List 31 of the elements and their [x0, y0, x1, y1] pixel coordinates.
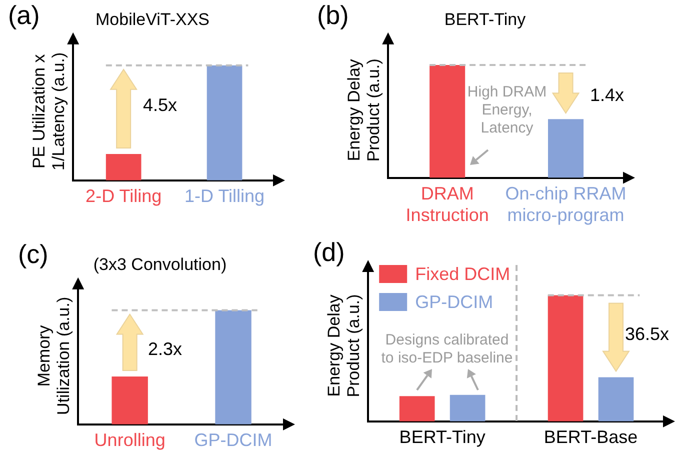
y-axis-title: Energy Delay Product (a.u.) [324, 294, 364, 398]
annotation: High DRAM Energy, Latency [467, 84, 547, 137]
annotation: Designs calibrated to iso-EDP baseline [381, 332, 513, 367]
bar [548, 295, 584, 422]
legend-label: GP-DCIM [415, 292, 494, 312]
text: (c) [18, 239, 48, 270]
x-tick-label: Unrolling [94, 430, 166, 450]
bar [399, 396, 435, 422]
x-tick-label: On-chip RRAM micro-program [505, 184, 626, 226]
x-tick-label: BERT-Base [544, 427, 638, 448]
bar [450, 394, 486, 422]
x-tick-label: BERT-Tiny [399, 427, 486, 448]
legend-label: Fixed DCIM [415, 264, 510, 284]
chart-title: MobileViT-XXS [95, 10, 210, 29]
annotation: 4.5x [143, 94, 178, 115]
x-tick-label: 2-D Tiling [86, 186, 162, 206]
bar [598, 377, 634, 422]
y-axis-title: Energy Delay Product (a.u.) [344, 58, 384, 162]
annotation: 1.4x [590, 84, 624, 105]
chart-title: BERT-Tiny [444, 10, 526, 29]
x-tick-label: 1-D Tilling [184, 186, 265, 206]
annotation: 36.5x [625, 324, 670, 344]
text: (b) [317, 0, 349, 30]
x-tick-label: DRAM Instruction [406, 184, 489, 226]
chart-title: (3x3 Convolution) [93, 254, 227, 274]
x-tick-label: GP-DCIM [194, 430, 272, 450]
y-axis-title: Memory Utilization (a.u.) [34, 296, 74, 415]
text: (d) [313, 237, 345, 268]
annotation: 2.3x [148, 338, 182, 359]
text: (a) [8, 0, 40, 30]
y-axis-title: PE Utilization x 1/Latency (a.u.) [29, 52, 68, 170]
